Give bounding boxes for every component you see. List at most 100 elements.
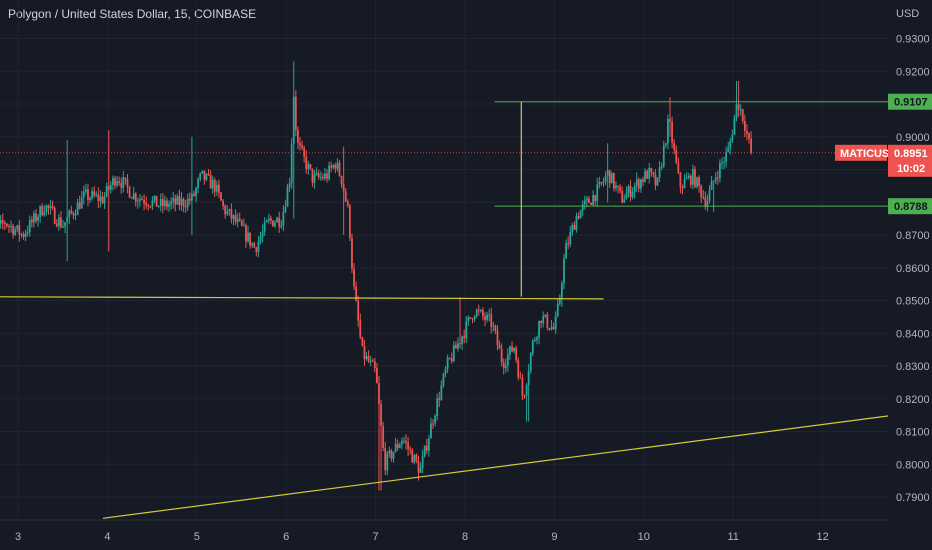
candle-body xyxy=(644,170,646,182)
candle-body xyxy=(215,184,218,192)
candle-body xyxy=(22,234,25,237)
candle-body xyxy=(718,163,721,179)
candle-body xyxy=(28,220,31,233)
candle-body xyxy=(542,316,545,324)
candle-body xyxy=(255,247,258,253)
candle-body xyxy=(554,316,557,329)
symbol-badge xyxy=(835,144,887,161)
candle-body xyxy=(303,147,306,157)
candle-body xyxy=(153,195,156,201)
candle-body xyxy=(26,232,29,234)
candle-body xyxy=(652,172,655,175)
candle-body xyxy=(297,129,299,143)
candle-body xyxy=(14,229,17,235)
candle-body xyxy=(213,179,216,192)
candle-body xyxy=(698,177,701,186)
candle-body xyxy=(384,448,387,471)
price-tick-label: 0.8500 xyxy=(896,296,930,308)
candle-body xyxy=(704,197,707,207)
candle-body xyxy=(321,176,324,179)
candle-body xyxy=(448,357,451,359)
candle-body xyxy=(585,198,588,201)
candle-body xyxy=(136,200,139,202)
time-tick-label: 8 xyxy=(462,531,468,543)
level-badge xyxy=(888,198,932,215)
currency-label: USD xyxy=(896,8,919,20)
candle-body xyxy=(494,325,497,331)
candle-body xyxy=(245,225,247,242)
candle-body xyxy=(457,343,459,349)
candle-body xyxy=(168,204,170,207)
candle-body xyxy=(188,198,191,201)
candle-body xyxy=(531,340,534,354)
candle-body xyxy=(511,346,513,352)
candle-body xyxy=(253,243,256,248)
candle-body xyxy=(459,343,461,345)
candle-body xyxy=(172,198,175,202)
candle-body xyxy=(53,208,56,224)
candle-body xyxy=(95,194,98,196)
price-tick-label: 0.9200 xyxy=(896,66,930,78)
price-tick-label: 0.8700 xyxy=(896,230,930,242)
candle-body xyxy=(446,357,449,370)
candle-body xyxy=(89,198,91,200)
candle-body xyxy=(617,185,619,188)
candle-body xyxy=(388,450,391,454)
candle-body xyxy=(222,200,224,206)
candle-body xyxy=(671,121,673,143)
candle-body xyxy=(741,109,744,122)
candle-body xyxy=(363,345,366,360)
candle-body xyxy=(76,202,79,215)
candle-body xyxy=(629,186,632,197)
candle-body xyxy=(660,166,663,168)
candle-body xyxy=(394,443,397,453)
candle-body xyxy=(197,179,200,189)
candle-body xyxy=(438,398,441,400)
time-axis[interactable]: 3 4 5 6 7 8 9 10 11 12 xyxy=(15,531,829,543)
candle-body xyxy=(465,320,468,339)
candle-body xyxy=(569,232,572,245)
candle-body xyxy=(411,450,414,463)
candle-body xyxy=(517,360,520,378)
candle-body xyxy=(679,172,682,188)
candle-body xyxy=(725,151,728,162)
candle-body xyxy=(332,165,335,168)
candle-body xyxy=(592,195,594,205)
candle-body xyxy=(691,168,694,185)
candle-body xyxy=(533,339,536,341)
candle-body xyxy=(5,223,8,227)
candle-body xyxy=(527,370,530,386)
candle-body xyxy=(687,175,690,179)
candle-body xyxy=(558,297,561,304)
price-tick-label: 0.7900 xyxy=(896,492,930,504)
candle-body xyxy=(733,118,736,135)
grid-lines xyxy=(0,0,888,520)
candle-body xyxy=(471,318,474,320)
candle-body xyxy=(423,445,426,457)
candle-body xyxy=(610,173,613,184)
candle-body xyxy=(103,196,106,204)
candle-body xyxy=(540,320,543,324)
candle-body xyxy=(450,358,453,362)
candle-body xyxy=(477,310,480,312)
candle-body xyxy=(205,173,208,180)
candle-body xyxy=(714,177,717,181)
candle-body xyxy=(359,320,362,338)
candle-body xyxy=(64,222,66,227)
candle-body xyxy=(18,225,21,236)
candle-body xyxy=(467,317,470,321)
candle-body xyxy=(405,440,407,443)
candle-body xyxy=(442,373,445,386)
candle-body xyxy=(224,205,227,215)
candle-body xyxy=(521,378,524,396)
candle-body xyxy=(640,179,642,189)
candle-body xyxy=(116,181,118,186)
time-tick-label: 3 xyxy=(15,531,21,543)
candle-body xyxy=(417,461,420,473)
candle-body xyxy=(529,353,532,371)
candle-body xyxy=(602,181,605,184)
candle-body xyxy=(80,197,83,209)
candle-body xyxy=(509,346,511,355)
